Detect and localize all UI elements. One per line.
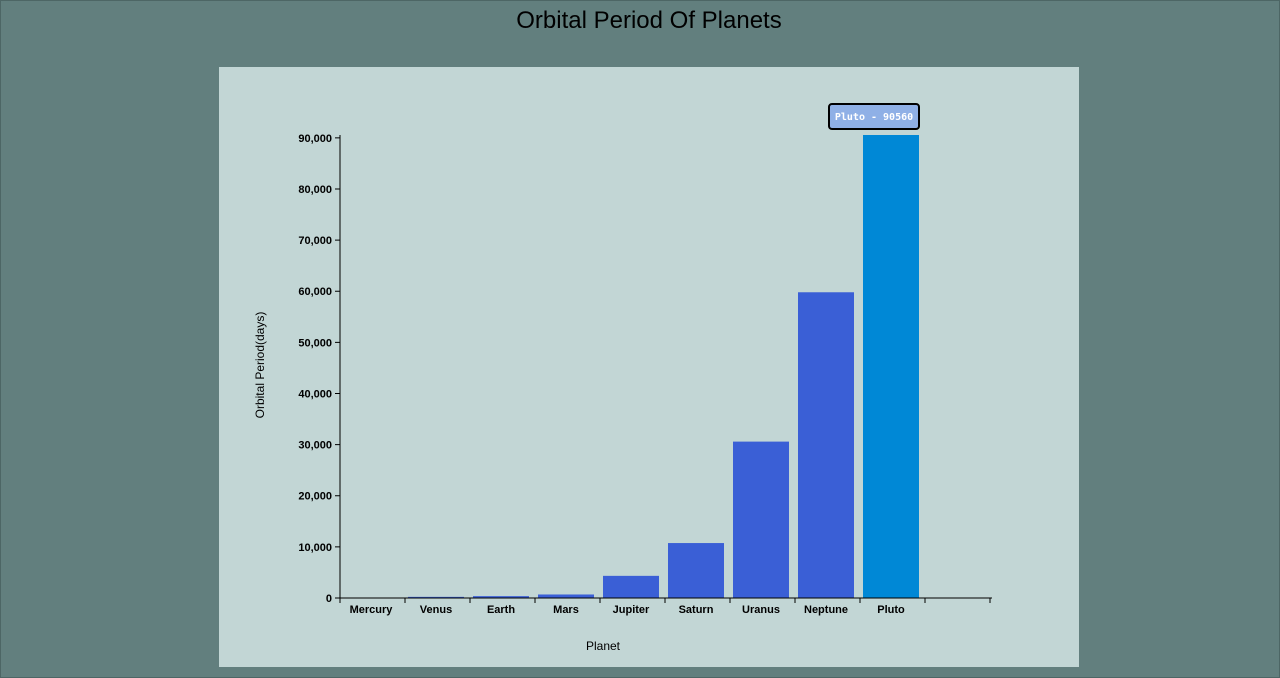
- bar-uranus[interactable]: [733, 441, 789, 598]
- y-tick-label: 60,000: [298, 286, 332, 298]
- x-tick-label-jupiter: Jupiter: [613, 604, 650, 616]
- page-title: Orbital Period Of Planets: [516, 7, 782, 34]
- x-tick-label-pluto: Pluto: [877, 604, 905, 616]
- y-tick-label: 30,000: [298, 440, 332, 452]
- x-tick-label-uranus: Uranus: [742, 604, 780, 616]
- y-tick-label: 80,000: [298, 184, 332, 196]
- x-tick-label-mars: Mars: [553, 604, 579, 616]
- x-tick-label-earth: Earth: [487, 604, 515, 616]
- tooltip: Pluto - 90560: [828, 103, 920, 130]
- y-axis-title: Orbital Period(days): [253, 312, 267, 419]
- y-tick-label: 90,000: [298, 133, 332, 145]
- bar-pluto[interactable]: [863, 135, 919, 598]
- bar-venus[interactable]: [408, 596, 464, 598]
- plot-area: 0 10,000 20,000 30,000 40,000 50,000 60,000 70,…: [298, 133, 992, 616]
- y-tick-label: 0: [326, 593, 332, 605]
- y-tick-label: 50,000: [298, 337, 332, 349]
- bar-jupiter[interactable]: [603, 575, 659, 598]
- tooltip-label: Pluto - 90560: [835, 112, 913, 123]
- y-tick-label: 20,000: [298, 491, 332, 503]
- x-tick-label-mercury: Mercury: [350, 604, 394, 616]
- bar-earth[interactable]: [473, 596, 529, 598]
- chart-panel: 0 10,000 20,000 30,000 40,000 50,000 60,000 70,…: [219, 67, 1079, 667]
- y-tick-label: 40,000: [298, 388, 332, 400]
- x-tick-label-neptune: Neptune: [804, 604, 848, 616]
- x-tick-label-venus: Venus: [420, 604, 452, 616]
- bar-saturn[interactable]: [668, 543, 724, 598]
- bar-chart: 0 10,000 20,000 30,000 40,000 50,000 60,000 70,…: [253, 103, 992, 653]
- x-tick-label-saturn: Saturn: [679, 604, 714, 616]
- tooltip-box: [828, 103, 920, 130]
- y-tick-label: 10,000: [298, 542, 332, 554]
- bar-neptune[interactable]: [798, 292, 854, 598]
- y-tick-label: 70,000: [298, 235, 332, 247]
- x-axis-title: Planet: [586, 639, 621, 653]
- bar-mars[interactable]: [538, 594, 594, 598]
